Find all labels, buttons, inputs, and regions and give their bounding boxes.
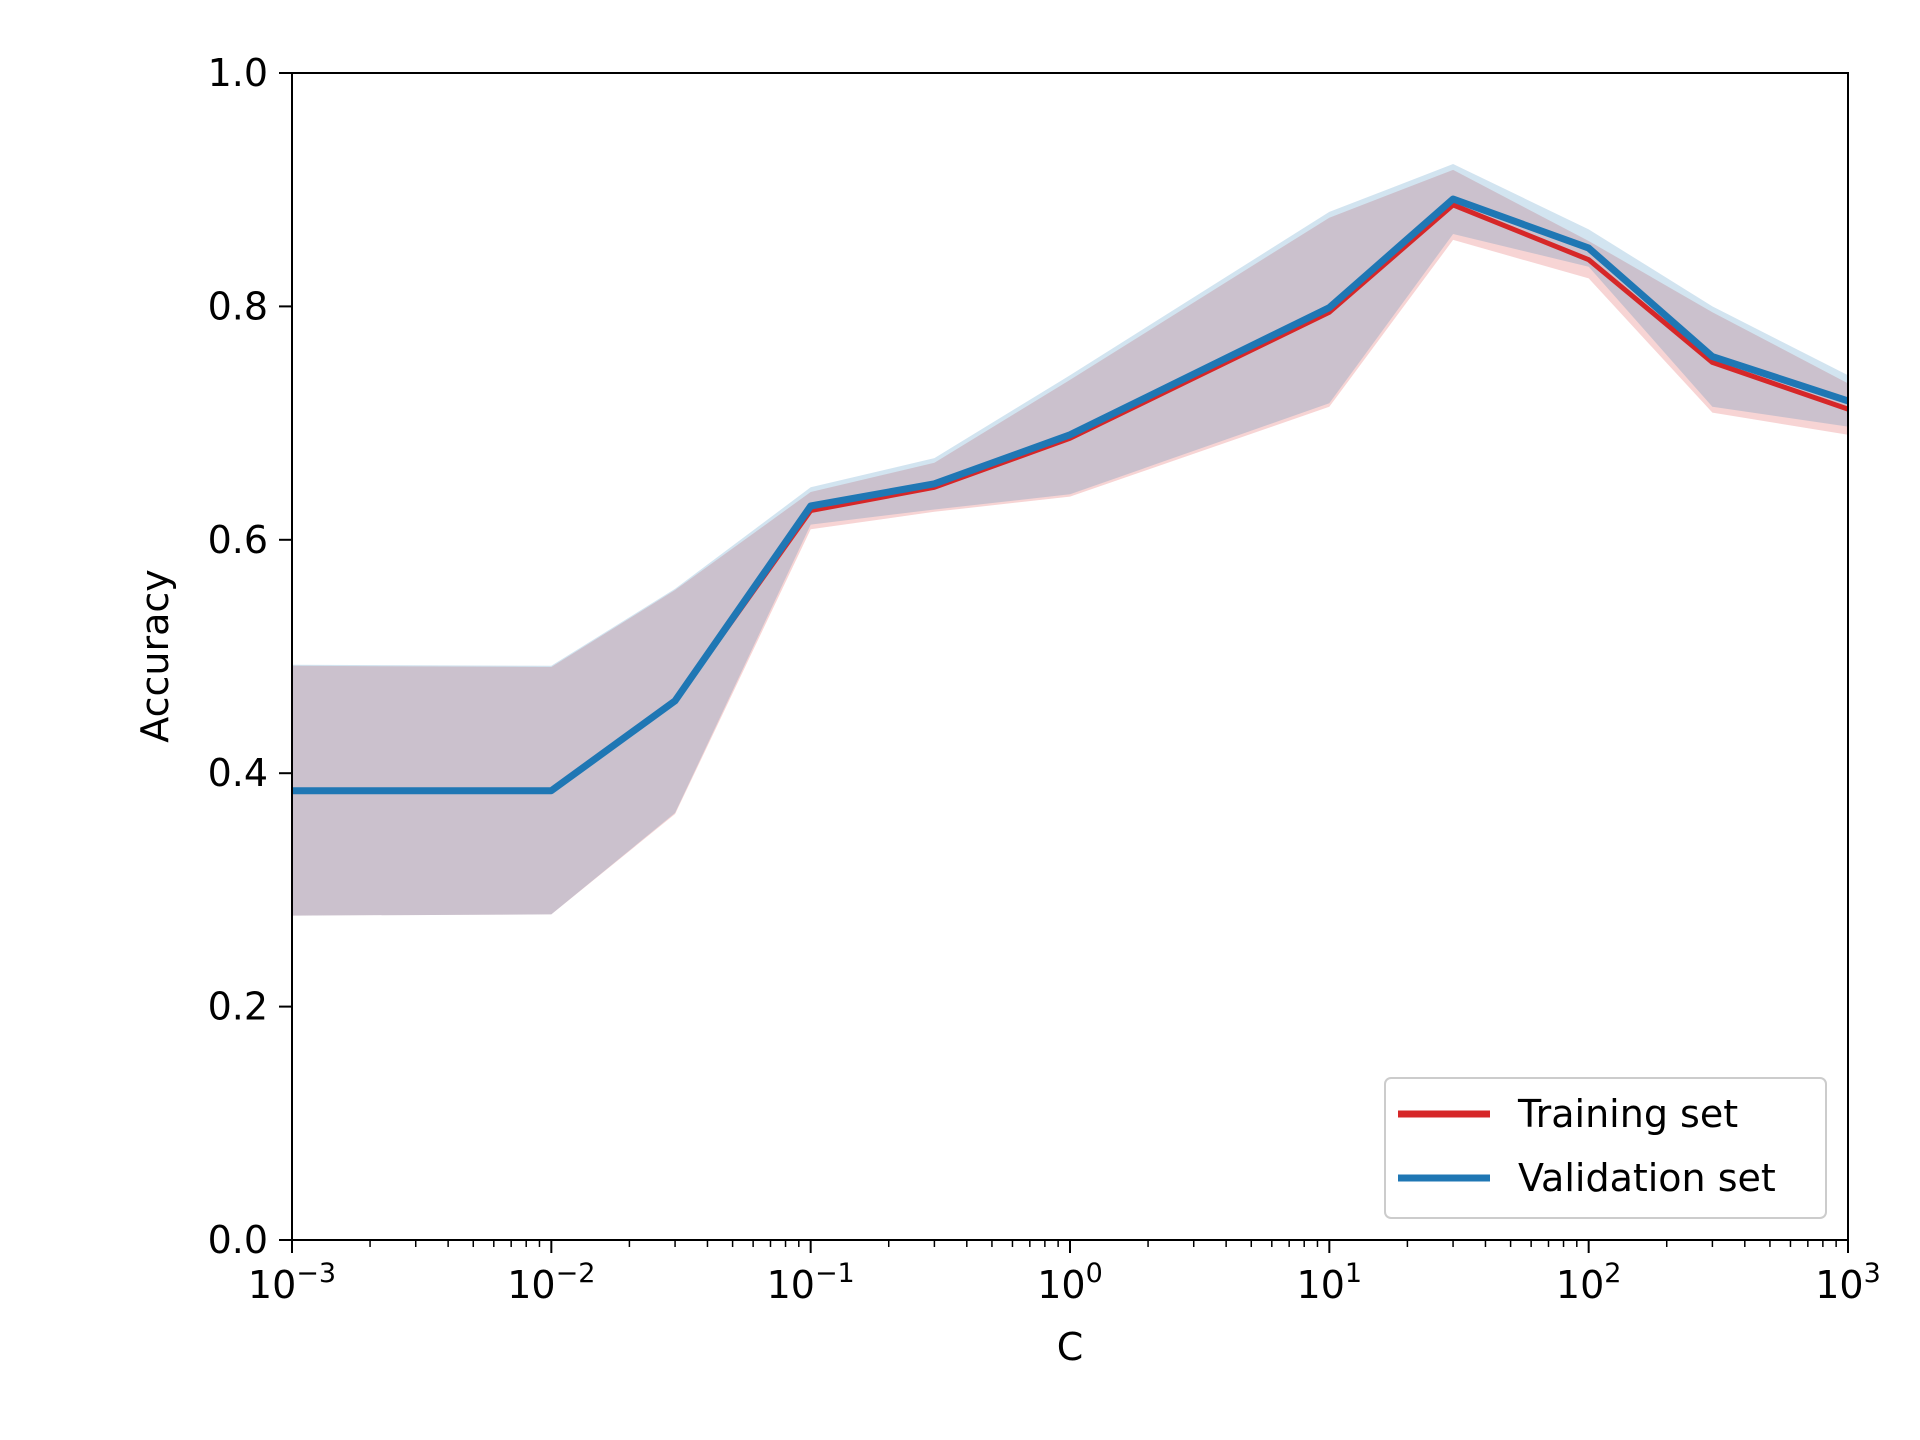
x-tick-label: 10−2 [507,1258,595,1307]
validation-series-line [292,195,1850,795]
series-lines [292,195,1850,795]
training-confidence-band [292,169,1848,916]
y-tick-label: 1.0 [208,51,268,95]
confidence-bands [292,164,1848,916]
legend-box [1384,1077,1827,1219]
x-tick-label: 101 [1297,1258,1363,1307]
y-axis-label: Accuracy [133,569,177,743]
y-tick-label: 0.4 [208,751,268,795]
y-tick-label: 0.2 [208,985,268,1029]
x-tick-label: 10−3 [248,1258,336,1307]
validation-confidence-band [292,164,1848,916]
x-tick-label: 10−1 [767,1258,855,1307]
x-axis-label: C [1057,1325,1084,1369]
y-axis: 0.0 0.2 0.4 0.6 0.8 1.0 [208,51,292,1262]
y-tick-label: 0.6 [208,518,268,562]
y-tick-label: 0.8 [208,284,268,328]
legend-label-training: Training set [1517,1092,1738,1136]
x-tick-label: 102 [1556,1258,1622,1307]
legend: Training set Validation set [1384,1077,1827,1219]
x-tick-label: 100 [1037,1258,1103,1307]
x-tick-label: 103 [1815,1258,1881,1307]
y-tick-label: 0.0 [208,1218,268,1262]
legend-label-validation: Validation set [1518,1156,1776,1200]
plot-area [292,73,1848,1240]
x-axis: 10−3 10−2 10−1 100 101 102 103 [248,1240,1881,1307]
